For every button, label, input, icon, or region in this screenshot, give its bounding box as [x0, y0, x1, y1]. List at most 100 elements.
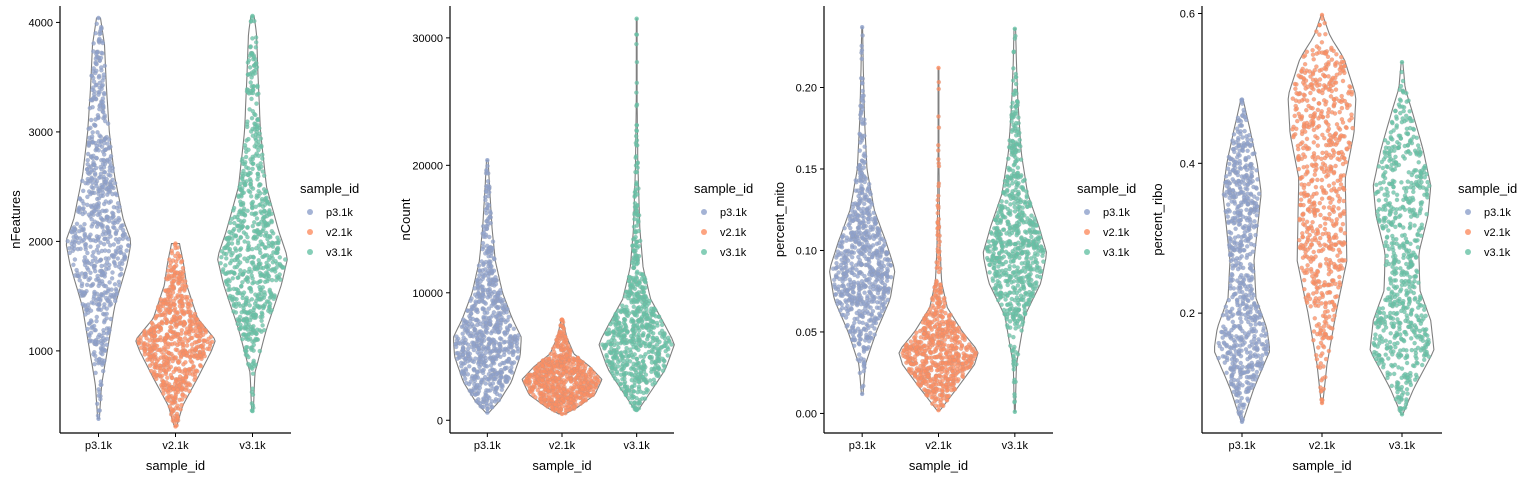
data-point — [96, 277, 100, 281]
data-point — [249, 348, 253, 352]
data-point — [251, 155, 255, 159]
data-point — [189, 299, 193, 303]
data-point — [108, 173, 112, 177]
data-point — [246, 311, 250, 315]
data-point — [239, 326, 243, 330]
data-point — [94, 62, 98, 66]
data-point — [493, 390, 497, 394]
data-point — [94, 319, 98, 323]
data-point — [553, 402, 557, 406]
data-point — [101, 158, 105, 162]
data-point — [176, 310, 180, 314]
data-point — [270, 278, 274, 282]
data-point — [635, 313, 639, 317]
data-point — [622, 366, 626, 370]
data-point — [482, 363, 486, 367]
data-point — [838, 300, 842, 304]
data-point — [875, 300, 879, 304]
data-point — [226, 246, 230, 250]
data-point-extreme — [250, 14, 254, 18]
data-point — [274, 251, 278, 255]
data-point — [488, 261, 492, 265]
data-point — [255, 177, 259, 181]
data-point — [492, 310, 496, 314]
data-point — [82, 222, 86, 226]
data-point — [92, 350, 96, 354]
x-tick-label: p3.1k — [849, 440, 876, 452]
data-point — [174, 246, 178, 250]
data-point — [225, 282, 229, 286]
data-point — [648, 355, 652, 359]
data-point — [634, 244, 638, 248]
data-point — [499, 384, 503, 388]
data-point — [857, 228, 861, 232]
data-point — [122, 252, 126, 256]
data-point — [851, 324, 855, 328]
data-point — [249, 97, 253, 101]
data-point — [460, 370, 464, 374]
data-point — [459, 364, 463, 368]
data-point — [485, 164, 489, 168]
data-point — [481, 241, 485, 245]
data-point — [859, 184, 863, 188]
data-point — [478, 386, 482, 390]
data-point — [98, 134, 102, 138]
data-point — [255, 304, 259, 308]
data-point — [502, 331, 506, 335]
data-point — [95, 248, 99, 252]
data-point — [234, 302, 238, 306]
data-point — [636, 372, 640, 376]
data-point — [261, 323, 265, 327]
data-point — [245, 320, 249, 324]
data-point — [555, 338, 559, 342]
data-point — [629, 339, 633, 343]
data-point — [492, 278, 496, 282]
data-point — [92, 66, 96, 70]
data-point — [568, 350, 572, 354]
data-point — [663, 344, 667, 348]
data-point — [659, 319, 663, 323]
data-point — [260, 315, 264, 319]
data-point — [480, 296, 484, 300]
data-point — [174, 379, 178, 383]
data-point — [81, 206, 85, 210]
data-point — [96, 116, 100, 120]
data-point — [99, 308, 103, 312]
data-point — [248, 303, 252, 307]
data-point — [486, 389, 490, 393]
data-point — [837, 285, 841, 289]
data-point — [622, 382, 626, 386]
data-point — [610, 360, 614, 364]
data-point — [860, 236, 864, 240]
data-point — [88, 192, 92, 196]
data-point — [90, 168, 94, 172]
data-point — [120, 262, 124, 266]
data-point — [223, 272, 227, 276]
data-point — [238, 304, 242, 308]
data-point-extreme — [560, 317, 564, 321]
data-point — [455, 357, 459, 361]
data-point — [632, 305, 636, 309]
data-point — [630, 282, 634, 286]
data-point — [90, 177, 94, 181]
data-point — [100, 264, 104, 268]
data-point — [189, 359, 193, 363]
data-point — [254, 337, 258, 341]
data-point — [93, 123, 97, 127]
data-point — [863, 306, 867, 310]
data-point — [236, 218, 240, 222]
data-point — [634, 42, 638, 46]
data-point — [851, 290, 855, 294]
data-point — [94, 83, 98, 87]
data-point — [554, 407, 558, 411]
data-point — [488, 369, 492, 373]
data-point — [492, 343, 496, 347]
data-point — [176, 415, 180, 419]
data-point — [89, 318, 93, 322]
data-point — [248, 182, 252, 186]
data-point — [499, 318, 503, 322]
data-point — [454, 345, 458, 349]
data-point — [642, 275, 646, 279]
data-point — [487, 307, 491, 311]
